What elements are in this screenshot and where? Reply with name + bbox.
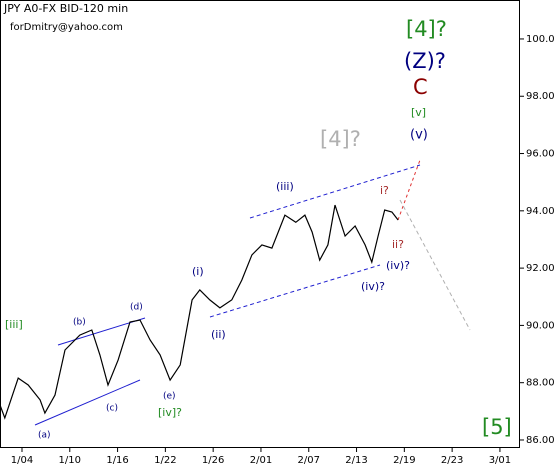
x-tick-label: 1/26: [202, 455, 224, 466]
wave-label: C: [413, 75, 428, 99]
wave-label: (e): [163, 392, 176, 402]
wave-label: [4]?: [406, 17, 447, 41]
x-tick-label: 2/19: [393, 455, 415, 466]
channel-line: [209, 264, 381, 318]
x-tick-label: 3/01: [489, 455, 511, 466]
channel-line: [249, 164, 421, 219]
wave-label: (Z)?: [404, 49, 446, 73]
wave-label: (v): [410, 128, 428, 143]
annotations: [iii] (a) (b) (c) (d) (e) [iv]? (i) (ii)…: [5, 17, 512, 441]
wave-label: (c): [106, 404, 118, 414]
x-tick-label: 1/10: [59, 455, 81, 466]
wave-label: (d): [130, 303, 143, 313]
x-tick-label: 1/16: [106, 455, 128, 466]
wave-label: i?: [380, 184, 389, 197]
x-tick-label: 1/04: [11, 455, 33, 466]
projection-line: [399, 199, 471, 331]
wave-label: [5]: [482, 415, 512, 439]
wave-label: [v]: [411, 106, 426, 119]
y-tick-label: 96.00: [526, 149, 555, 160]
wave-label: [iii]: [5, 318, 23, 331]
wave-label: (a): [38, 431, 51, 441]
wave-label: [iv]?: [158, 406, 182, 419]
wave-label: (iv)?: [361, 280, 385, 293]
wave-label: (iii): [276, 180, 294, 193]
y-tick-label: 98.00: [526, 91, 555, 102]
x-tick-label: 2/07: [298, 455, 320, 466]
wave-label: [4]?: [320, 127, 361, 151]
wave-label: ii?: [392, 238, 404, 251]
y-tick-label: 88.00: [526, 378, 555, 389]
x-tick-label: 2/01: [250, 455, 272, 466]
x-tick-label: 1/22: [154, 455, 176, 466]
projection-line: [397, 159, 421, 221]
y-tick-label: 94.00: [526, 206, 555, 217]
wave-label: (ii): [211, 328, 226, 341]
y-tick-label: 86.00: [526, 435, 555, 446]
chart-subtitle: forDmitry@yahoo.com: [10, 22, 123, 33]
wave-label: (i): [192, 265, 204, 278]
y-tick-label: 90.00: [526, 320, 555, 331]
x-tick-label: 2/23: [441, 455, 463, 466]
y-tick-label: 100.00: [526, 34, 555, 45]
y-tick-label: 92.00: [526, 263, 555, 274]
wave-label: (iv)?: [386, 259, 410, 272]
price-line: [0, 204, 399, 420]
x-tick-label: 2/13: [345, 455, 367, 466]
channel-line: [34, 379, 141, 426]
chart-title: JPY A0-FX BID-120 min: [3, 2, 128, 15]
wave-label: (b): [73, 318, 86, 328]
plot-frame: [0, 0, 520, 448]
